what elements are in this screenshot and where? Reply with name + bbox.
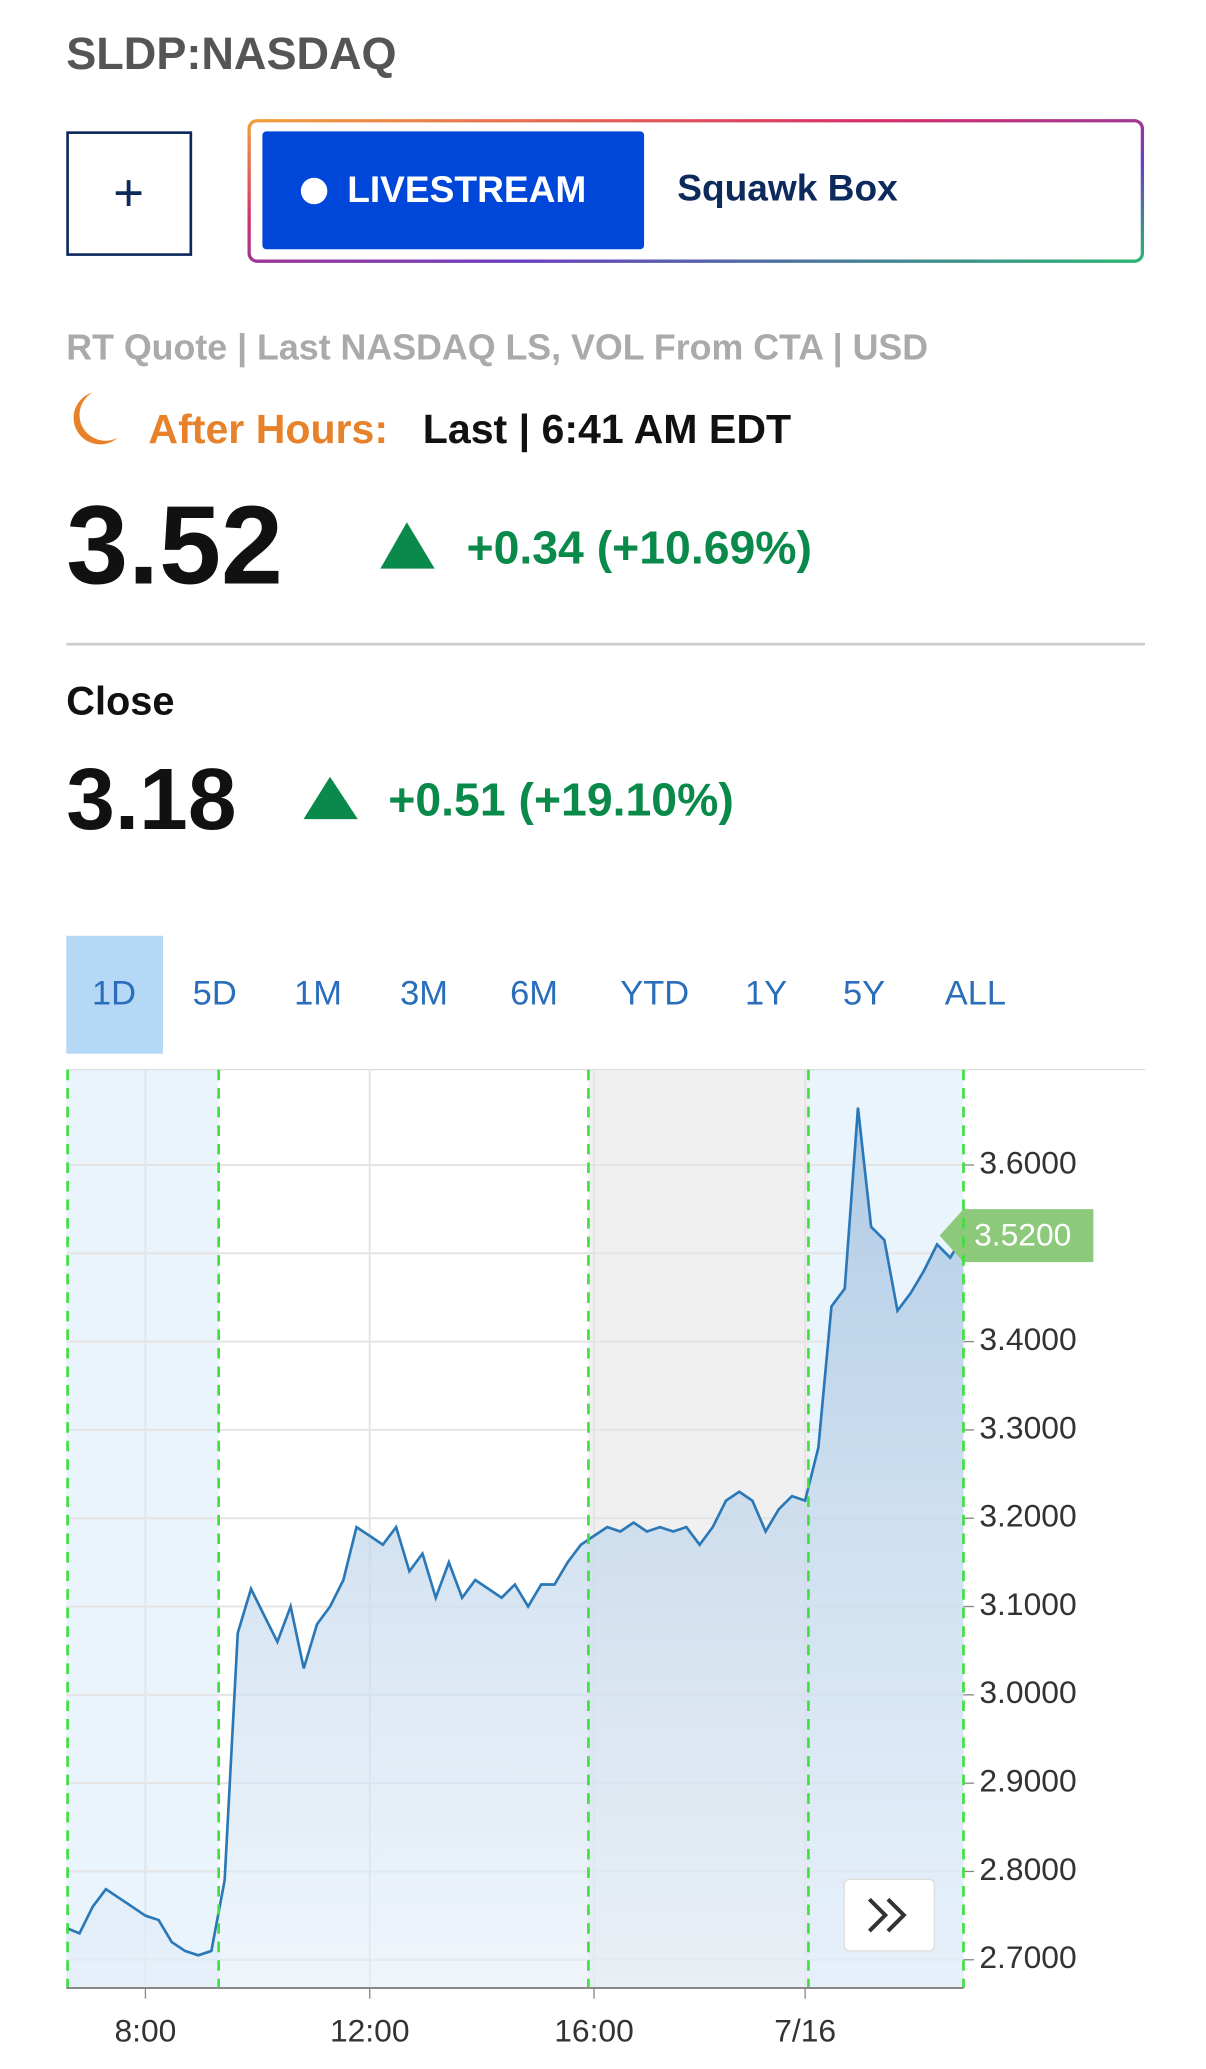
area-fill xyxy=(66,1107,964,1989)
x-tick-label: 7/16 xyxy=(774,2013,836,2049)
session: After Hours: xyxy=(148,406,388,452)
y-tick-label: 3.1000 xyxy=(979,1586,1076,1622)
y-tick-label: 3.2000 xyxy=(979,1498,1076,1534)
y-tick-label: 2.7000 xyxy=(979,1939,1076,1975)
livestream-button[interactable] xyxy=(262,131,645,250)
y-tick-label: 2.8000 xyxy=(979,1851,1076,1887)
y-tick-label: 3.3000 xyxy=(979,1409,1076,1445)
range-tab[interactable]: YTD xyxy=(620,974,689,1012)
moon-icon xyxy=(73,392,118,445)
price-change: +0.34 (+10.69%) xyxy=(466,522,811,574)
range-tab[interactable]: 1M xyxy=(294,974,342,1012)
y-tick-label: 3.0000 xyxy=(979,1674,1076,1710)
close-change: +0.51 (+19.10%) xyxy=(388,773,733,825)
last-price-badge xyxy=(939,1209,1094,1263)
premarket-shade xyxy=(66,1069,219,1989)
range-tab[interactable]: 1Y xyxy=(745,974,787,1012)
y-tick-label: 2.9000 xyxy=(979,1763,1076,1799)
live-dot xyxy=(300,177,328,205)
add-button[interactable] xyxy=(66,131,193,256)
close-label: Close xyxy=(66,679,174,723)
range-tab[interactable]: 6M xyxy=(510,974,558,1012)
scroll-icon xyxy=(867,1897,907,1933)
livestream-label: LIVESTREAM xyxy=(347,168,586,210)
up-arrow xyxy=(303,776,358,820)
range-tab[interactable]: 5D xyxy=(193,974,237,1012)
x-tick-label: 12:00 xyxy=(330,2013,410,2049)
session-time: Last | 6:41 AM EDT xyxy=(423,406,791,452)
x-tick-label: 16:00 xyxy=(554,2013,634,2049)
x-tick-label: 8:00 xyxy=(114,2013,176,2049)
ticker: SLDP:NASDAQ xyxy=(66,28,396,79)
y-tick-label: 3.4000 xyxy=(979,1321,1076,1357)
add-icon: + xyxy=(113,163,144,222)
range-tabs: 1D 5D 1M 3M 6M YTD 1Y 5Y ALL xyxy=(66,935,1006,1054)
range-tab[interactable]: 5Y xyxy=(843,974,885,1012)
range-tab[interactable]: 3M xyxy=(400,974,448,1012)
price-line xyxy=(65,1107,965,1957)
tab-selected xyxy=(66,935,164,1054)
up-arrow xyxy=(380,522,435,569)
price: 3.52 xyxy=(66,482,283,607)
quote-source: RT Quote | Last NASDAQ LS, VOL From CTA … xyxy=(66,327,928,367)
show-name[interactable]: Squawk Box xyxy=(677,167,898,209)
last-price-label: 3.5200 xyxy=(974,1216,1071,1252)
scroll-button[interactable] xyxy=(843,1878,935,1952)
y-tick-label: 3.6000 xyxy=(979,1144,1076,1180)
plot: 2.7000 2.8000 2.9000 3.0000 3.1000 3.2000 3.30… xyxy=(65,1069,1094,2049)
range-tab[interactable]: ALL xyxy=(945,974,1006,1012)
range-tab[interactable]: 1D xyxy=(92,974,136,1012)
close-price: 3.18 xyxy=(66,750,236,848)
session-lines xyxy=(66,1069,965,1989)
